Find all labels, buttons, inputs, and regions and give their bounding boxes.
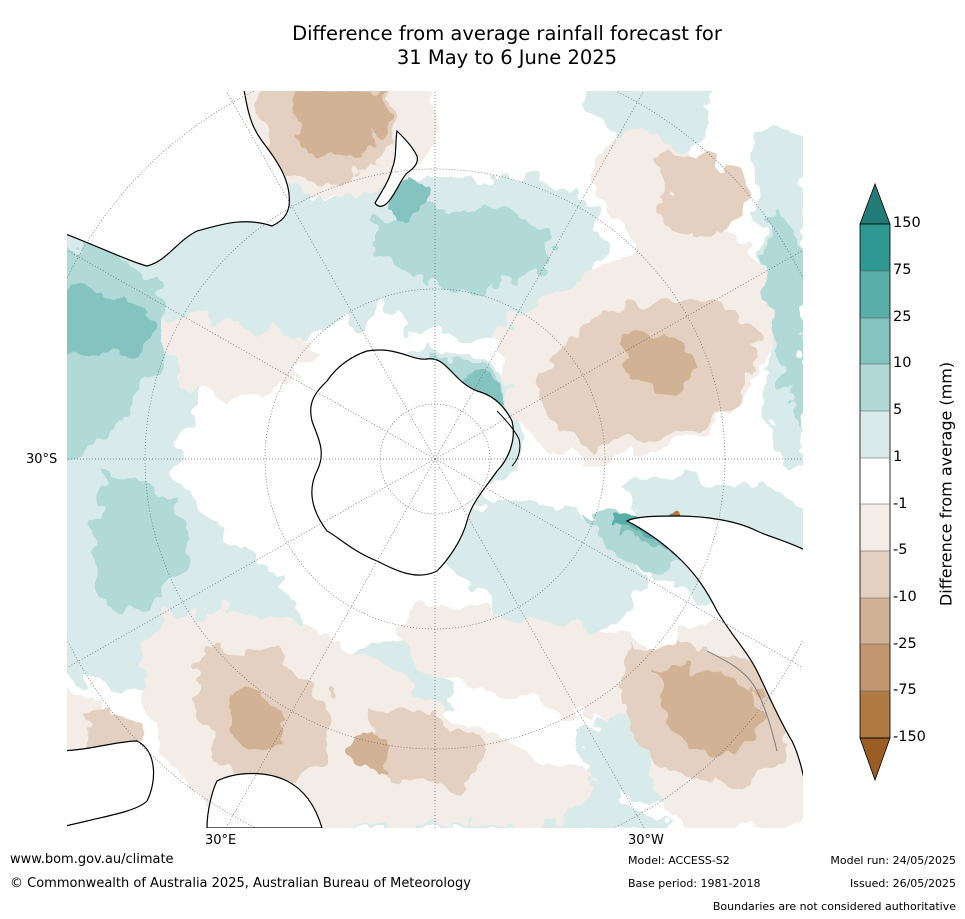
colorbar-frame — [859, 223, 891, 739]
colorbar-svg — [859, 182, 891, 782]
anomaly-shading — [67, 91, 803, 828]
footer-url[interactable]: www.bom.gov.au/climate — [10, 852, 174, 867]
colorbar-dividers — [860, 270, 890, 692]
colorbar-tick: -150 — [893, 729, 926, 745]
madagascar-coastline — [206, 772, 323, 828]
colorbar-tick: -25 — [893, 636, 917, 652]
colorbar-swatch — [860, 551, 890, 598]
map-canvas — [67, 91, 803, 828]
colorbar-tick: -10 — [893, 589, 917, 605]
colorbar-swatch — [860, 224, 890, 271]
colorbar-swatch — [860, 364, 890, 411]
colorbar-tick: 150 — [893, 215, 921, 231]
footer-model: Model: ACCESS-S2 — [628, 854, 730, 867]
lon-label-30e: 30°E — [205, 833, 237, 848]
map-title: Difference from average rainfall forecas… — [68, 22, 946, 70]
lon-label-30w: 30°W — [628, 833, 664, 848]
rainfall-anomaly-map — [67, 91, 803, 828]
colorbar-swatch — [860, 318, 890, 364]
footer-issued: Issued: 26/05/2025 — [849, 877, 956, 890]
colorbar-swatch — [860, 504, 890, 551]
colorbar-tick: 1 — [893, 449, 903, 465]
colorbar-label: Difference from average (mm) — [936, 361, 956, 607]
colorbar-tick: 75 — [893, 262, 912, 278]
colorbar-tick: 5 — [893, 402, 903, 418]
africa-coastline — [67, 740, 155, 827]
footer-disclaimer: Boundaries are not considered authoritat… — [712, 900, 956, 913]
colorbar-swatch — [860, 271, 890, 318]
footer-model-run: Model run: 24/05/2025 — [830, 854, 956, 867]
colorbar-tick: 10 — [893, 355, 912, 371]
colorbar-swatch — [860, 644, 890, 691]
australia-coastline — [67, 91, 290, 267]
lat-label-30s: 30°S — [26, 452, 58, 467]
new-zealand-coastline — [374, 129, 418, 207]
colorbar-tick: -75 — [893, 682, 917, 698]
colorbar-under-arrow — [859, 737, 891, 782]
title-line-1: Difference from average rainfall forecas… — [292, 22, 722, 45]
antarctic-peninsula — [496, 410, 521, 467]
graticule — [67, 91, 803, 828]
colorbar-tick: 25 — [893, 309, 912, 325]
antarctica-landmass — [310, 349, 514, 576]
title-line-2: 31 May to 6 June 2025 — [396, 46, 618, 69]
colorbar-tick: -1 — [893, 496, 908, 512]
colorbar-tick: -5 — [893, 542, 908, 558]
footer-base-period: Base period: 1981-2018 — [628, 877, 761, 890]
colorbar-swatch — [860, 458, 890, 504]
footer-copyright: © Commonwealth of Australia 2025, Austra… — [10, 876, 471, 891]
south-america-border — [706, 650, 778, 752]
colorbar-swatch — [860, 411, 890, 458]
colorbar-swatch — [860, 598, 890, 644]
south-america-coastline — [625, 515, 803, 777]
colorbar-swatch — [860, 691, 890, 738]
colorbar-over-arrow — [859, 182, 891, 225]
